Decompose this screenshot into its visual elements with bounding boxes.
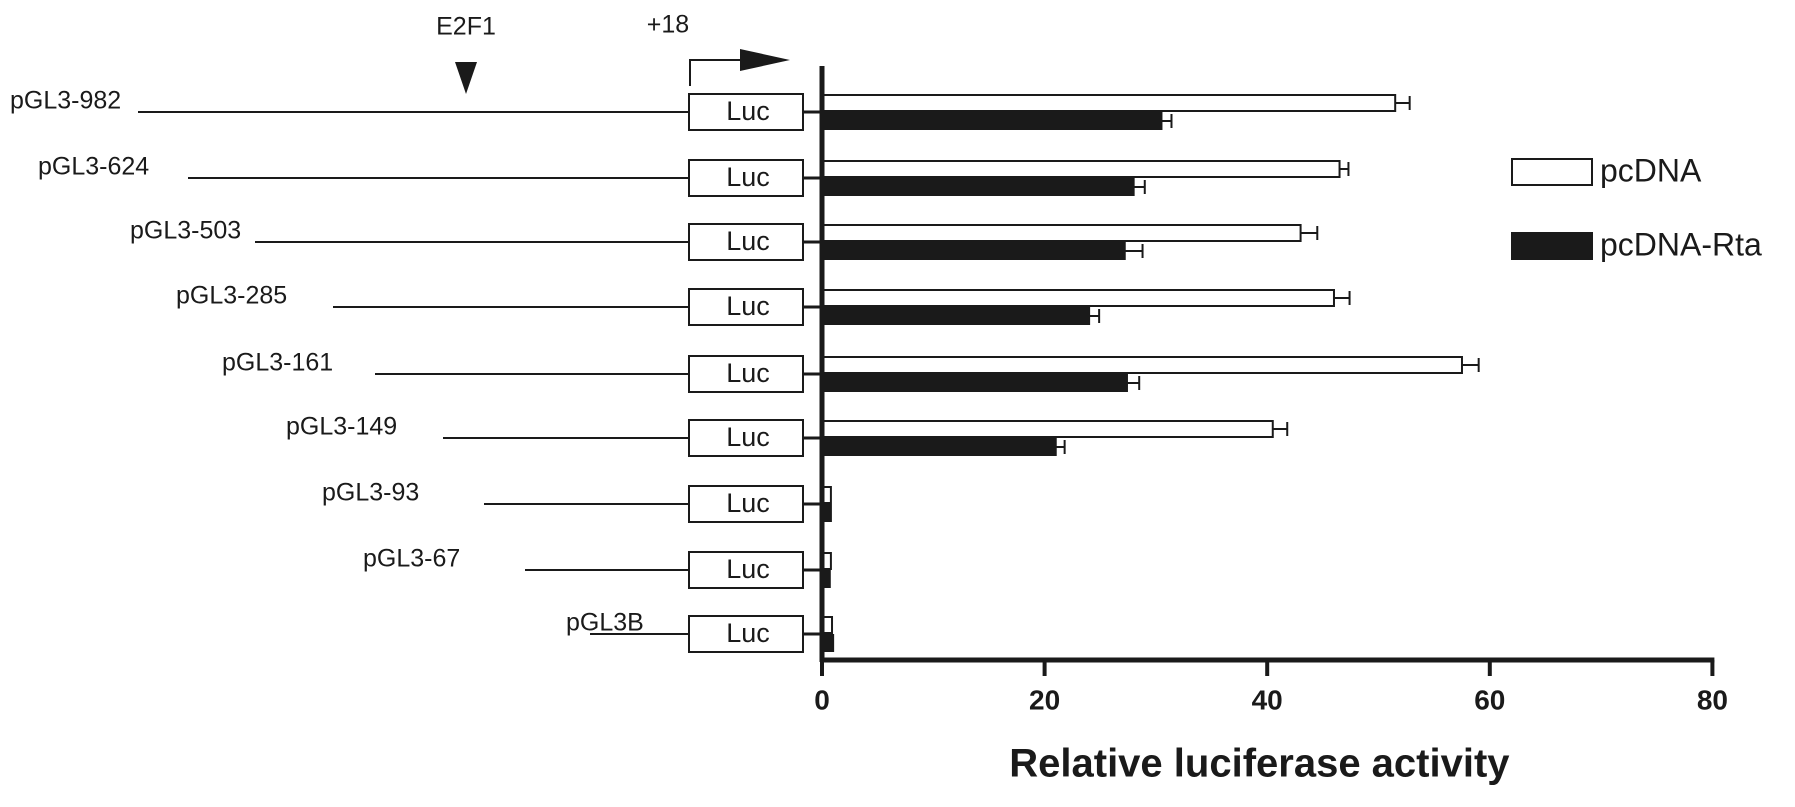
- luc-label: Luc: [726, 554, 770, 584]
- start-arrow-head-icon: [740, 49, 790, 71]
- construct-label: pGL3-982: [10, 87, 121, 115]
- bar-pcdna: [821, 94, 1397, 112]
- bars: [821, 94, 1480, 652]
- e2f1-label: E2F1: [436, 13, 496, 41]
- x-axis: 0 20 40 60 80 Relative luciferase activity: [814, 66, 1728, 786]
- construct-label: pGL3-285: [176, 282, 287, 310]
- luc-label: Luc: [726, 358, 770, 388]
- luc-label: Luc: [726, 96, 770, 126]
- start-arrow-line: [689, 59, 745, 86]
- bar-pcdna-rta: [821, 242, 1126, 260]
- start-site-label: +18: [647, 11, 689, 39]
- construct-label: pGL3-161: [222, 349, 333, 377]
- bar-pcdna: [821, 420, 1274, 438]
- luc-label: Luc: [726, 422, 770, 452]
- legend-label-pcdna: pcDNA: [1600, 152, 1702, 188]
- bar-pcdna-rta: [821, 374, 1128, 392]
- luc-label: Luc: [726, 488, 770, 518]
- x-tick-label: 0: [814, 684, 830, 715]
- x-tick-label: 80: [1697, 684, 1728, 715]
- luc-label: Luc: [726, 291, 770, 321]
- construct-label: pGL3-624: [38, 153, 149, 181]
- construct-label: pGL3-503: [130, 217, 241, 245]
- bar-pcdna: [821, 356, 1463, 374]
- bar-pcdna-rta: [821, 307, 1091, 325]
- bar-pcdna-rta: [821, 438, 1057, 456]
- e2f1-arrow-icon: [455, 62, 477, 94]
- bar-pcdna-rta: [821, 178, 1135, 196]
- x-tick-label: 60: [1474, 684, 1505, 715]
- promoter-diagram: pGL3-982 Luc pGL3-624 Luc pGL3-503 Luc pGL3-28…: [10, 11, 822, 653]
- legend: pcDNA pcDNA-Rta: [1511, 152, 1762, 262]
- luc-label: Luc: [726, 162, 770, 192]
- bar-pcdna: [821, 224, 1302, 242]
- luc-box: [688, 485, 804, 523]
- luc-label: Luc: [726, 226, 770, 256]
- bar-pcdna: [821, 289, 1335, 307]
- luc-box: [688, 419, 804, 457]
- luc-box: [688, 223, 804, 261]
- construct-label: pGL3-67: [363, 545, 460, 573]
- legend-swatch-pcdna: [1511, 158, 1593, 186]
- luc-label: Luc: [726, 618, 770, 648]
- construct-label: pGL3-149: [286, 413, 397, 441]
- x-tick-label: 40: [1252, 684, 1283, 715]
- luc-box: [688, 159, 804, 197]
- construct-label: pGL3-93: [322, 479, 419, 507]
- legend-swatch-pcdna-rta: [1511, 232, 1593, 260]
- luc-box: [688, 355, 804, 393]
- bar-pcdna-rta: [821, 112, 1163, 130]
- x-axis-title: Relative luciferase activity: [1009, 742, 1510, 786]
- x-tick-label: 20: [1029, 684, 1060, 715]
- construct-label: pGL3B: [566, 609, 644, 637]
- luc-box: [688, 551, 804, 589]
- luc-box: [688, 615, 804, 653]
- legend-label-pcdna-rta: pcDNA-Rta: [1600, 226, 1762, 262]
- luc-box: [688, 288, 804, 326]
- bar-pcdna: [821, 160, 1341, 178]
